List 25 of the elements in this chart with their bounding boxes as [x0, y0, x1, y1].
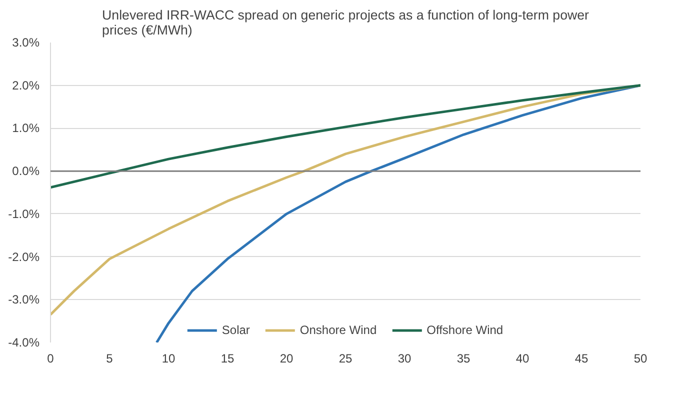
y-tick-label: -2.0% — [8, 250, 40, 264]
legend-label: Onshore Wind — [300, 323, 377, 337]
y-tick-label: 0.0% — [12, 164, 40, 178]
legend-label: Solar — [222, 323, 250, 337]
x-tick-label: 0 — [47, 352, 54, 366]
y-tick-label: -1.0% — [8, 206, 40, 221]
x-tick-label: 40 — [516, 352, 530, 366]
y-tick-label: 2.0% — [12, 78, 40, 92]
x-tick-label: 5 — [106, 352, 114, 366]
x-tick-label: 45 — [574, 352, 588, 366]
line-series — [50, 84, 640, 189]
x-tick-label: 15 — [220, 352, 234, 366]
y-tick-label: 1.0% — [12, 121, 40, 136]
x-tick-label: 10 — [162, 352, 176, 366]
x-tick-label: 35 — [456, 352, 470, 366]
x-tick-label: 20 — [280, 352, 294, 366]
y-tick-label: -4.0% — [8, 336, 40, 350]
x-tick-label: 25 — [338, 352, 352, 366]
legend-label: Offshore Wind — [426, 323, 504, 337]
line-series — [155, 84, 640, 342]
y-tick-label: 3.0% — [12, 36, 40, 50]
x-tick-label: 30 — [398, 352, 412, 366]
chart-title: Unlevered IRR-WACC spread on generic projects as a function of long-term power prices (€/MWh) — [102, 8, 590, 38]
y-tick-label: -3.0% — [8, 292, 40, 307]
x-tick-label: 50 — [634, 352, 648, 366]
